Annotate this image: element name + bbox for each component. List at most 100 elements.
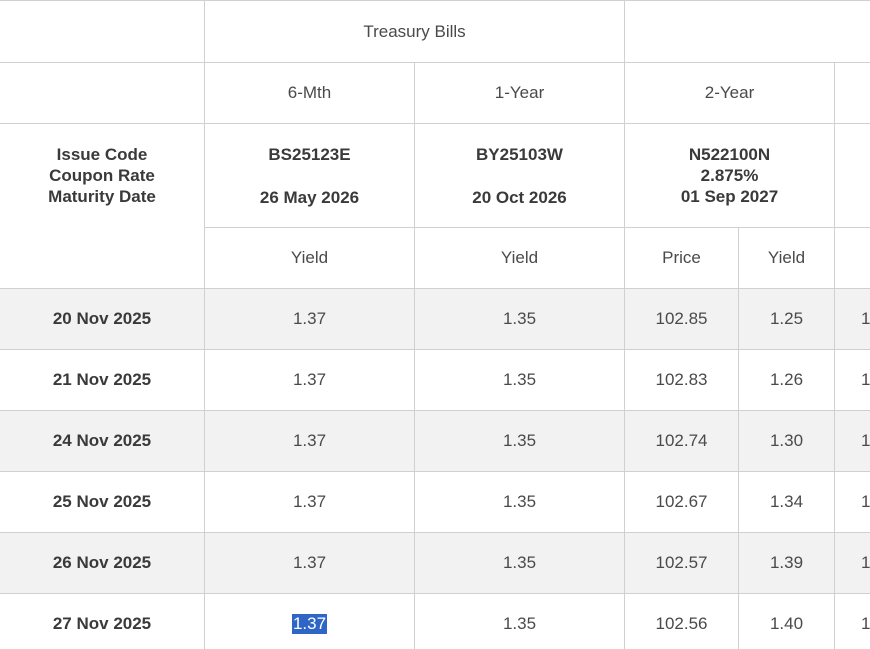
cell-value: 102.85 <box>655 309 708 328</box>
cell-value: 26 Nov 2025 <box>52 553 152 572</box>
cell-value: 1.26 <box>769 370 804 389</box>
cell-value: 1.39 <box>769 553 804 572</box>
cell-value: 102.83 <box>655 370 708 389</box>
cell-value: 1.35 <box>502 309 537 328</box>
n522100n-yield-cell: 1.30 <box>739 411 834 471</box>
yield-column-header: Yield <box>500 248 539 267</box>
maturity-date: 26 May 2026 <box>259 187 360 207</box>
cell-value: 102.74 <box>655 431 708 450</box>
coupon-rate-label: Coupon Rate <box>49 166 155 185</box>
n522100n-yield-cell: 1.25 <box>739 289 834 349</box>
by25103w-yield-cell: 1.35 <box>415 472 624 532</box>
next-column-cell-clipped: 1 <box>861 289 870 349</box>
bs25123e-yield-cell: 1.37 <box>205 350 414 410</box>
cell-value: 1 <box>861 492 870 511</box>
cell-value: 25 Nov 2025 <box>52 492 152 511</box>
date-cell: 25 Nov 2025 <box>0 472 204 532</box>
cell-value: 20 Nov 2025 <box>52 309 152 328</box>
cell-value: 1.35 <box>502 370 537 389</box>
cell-value: 1.30 <box>769 431 804 450</box>
grid-line <box>0 593 870 594</box>
n522100n-price-cell: 102.67 <box>625 472 738 532</box>
by25103w-yield-cell: 1.35 <box>415 594 624 649</box>
next-column-cell-clipped: 1 <box>861 472 870 532</box>
row-shade <box>0 411 870 472</box>
n522100n-price-cell: 102.74 <box>625 411 738 471</box>
cell-value: 1.40 <box>769 614 804 633</box>
grid-line <box>834 62 835 649</box>
next-column-cell-clipped: 1 <box>861 350 870 410</box>
n522100n-yield-cell: 1.26 <box>739 350 834 410</box>
grid-line <box>0 532 870 533</box>
cell-value: 1 <box>861 431 870 450</box>
cell-value: 24 Nov 2025 <box>52 431 152 450</box>
cell-value: 1 <box>861 553 870 572</box>
n522100n-price-cell: 102.83 <box>625 350 738 410</box>
cell-value: 102.67 <box>655 492 708 511</box>
grid-line <box>0 349 870 350</box>
bs25123e-yield-cell: 1.37 <box>205 289 414 349</box>
date-cell: 26 Nov 2025 <box>0 533 204 593</box>
maturity-date: 01 Sep 2027 <box>680 187 779 206</box>
by25103w-yield-cell: 1.35 <box>415 411 624 471</box>
issue-code-label: Issue Code <box>56 145 148 164</box>
security-header-bs25123e: BS25123E 26 May 2026 <box>205 124 414 227</box>
n522100n-yield-cell: 1.40 <box>739 594 834 649</box>
row-labels-header: Issue Code Coupon Rate Maturity Date <box>0 124 204 227</box>
date-cell: 21 Nov 2025 <box>0 350 204 410</box>
issue-code: BY25103W <box>476 144 563 164</box>
maturity-date: 20 Oct 2026 <box>472 187 567 207</box>
grid-line <box>624 0 625 649</box>
price-column-header: Price <box>662 248 701 267</box>
by25103w-yield-cell: 1.35 <box>415 350 624 410</box>
security-header-n522100n: N522100N 2.875% 01 Sep 2027 <box>625 124 834 227</box>
cell-value: 1.35 <box>502 614 537 633</box>
grid-line <box>0 0 870 1</box>
treasury-bills-group-header: Treasury Bills <box>363 21 466 41</box>
bs25123e-yield-cell: 1.37 <box>205 411 414 471</box>
row-shade <box>0 533 870 594</box>
date-cell: 27 Nov 2025 <box>0 594 204 649</box>
next-column-cell-clipped: 1 <box>861 533 870 593</box>
cell-value: 1.35 <box>502 553 537 572</box>
cell-value: 1.37 <box>292 492 327 511</box>
cell-value: 21 Nov 2025 <box>52 370 152 389</box>
tenor-header-6-month: 6-Mth <box>287 83 332 102</box>
issue-code: N522100N <box>688 145 771 164</box>
selected-cell-value: 1.37 <box>291 614 328 634</box>
n522100n-price-cell: 102.56 <box>625 594 738 649</box>
cell-value: 1 <box>861 370 870 389</box>
bs25123e-yield-cell: 1.37 <box>205 533 414 593</box>
grid-line <box>204 227 870 228</box>
security-header-by25103w: BY25103W 20 Oct 2026 <box>415 124 624 227</box>
n522100n-price-cell: 102.85 <box>625 289 738 349</box>
grid-line <box>0 288 870 289</box>
grid-line <box>414 62 415 649</box>
cell-value: 1.35 <box>502 431 537 450</box>
cell-value: 27 Nov 2025 <box>52 614 152 633</box>
grid-line <box>0 62 870 63</box>
coupon-rate: 2.875% <box>700 166 759 185</box>
bs25123e-yield-cell: 1.37 <box>205 472 414 532</box>
cell-value: 1.34 <box>769 492 804 511</box>
cell-value: 1.25 <box>769 309 804 328</box>
grid-line <box>0 123 870 124</box>
cell-value: 1.37 <box>292 553 327 572</box>
next-column-cell-clipped: 1 <box>861 594 870 649</box>
cell-value: 1 <box>861 614 870 633</box>
n522100n-price-cell: 102.57 <box>625 533 738 593</box>
row-shade <box>0 289 870 350</box>
cell-value: 1.35 <box>502 492 537 511</box>
by25103w-yield-cell: 1.35 <box>415 289 624 349</box>
issue-code: BS25123E <box>268 144 351 164</box>
cell-value: 1.37 <box>292 309 327 328</box>
bs25123e-yield-cell: 1.37 <box>205 594 414 649</box>
next-column-cell-clipped: 1 <box>861 411 870 471</box>
tenor-header-2-year: 2-Year <box>704 83 755 102</box>
grid-line <box>0 410 870 411</box>
n522100n-yield-cell: 1.34 <box>739 472 834 532</box>
grid-line <box>0 471 870 472</box>
by25103w-yield-cell: 1.35 <box>415 533 624 593</box>
grid-line <box>204 0 205 649</box>
maturity-date-label: Maturity Date <box>48 187 156 206</box>
